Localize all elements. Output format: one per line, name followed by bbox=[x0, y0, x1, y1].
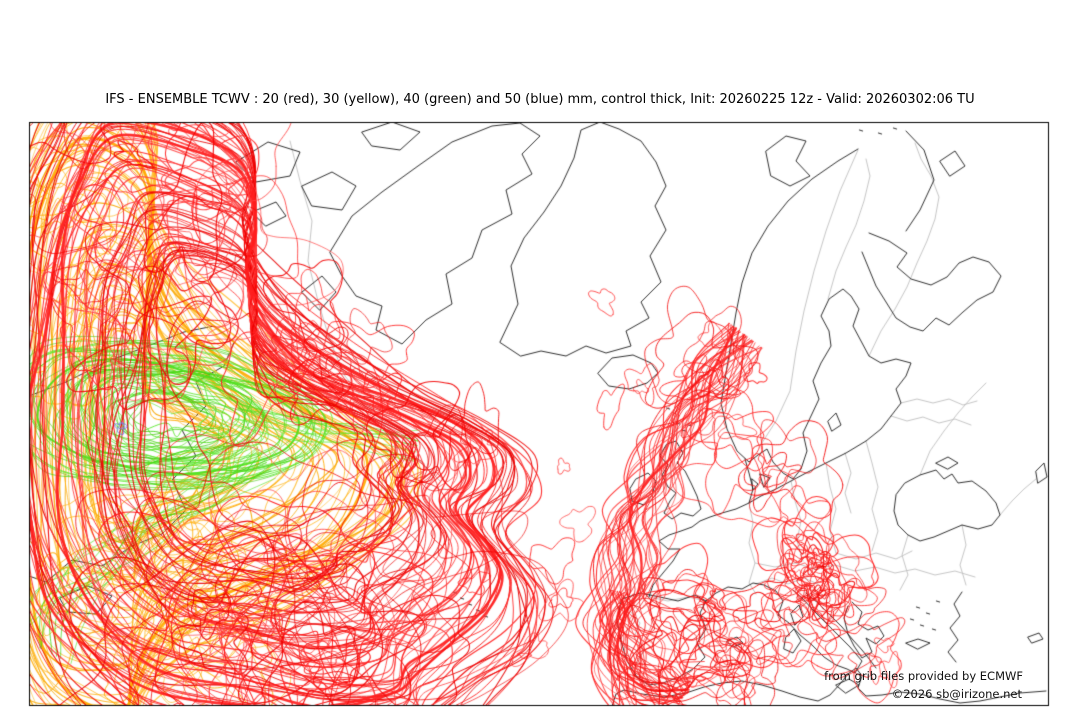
attribution-source: from grib files provided by ECMWF bbox=[824, 669, 1023, 683]
map-title: IFS - ENSEMBLE TCWV : 20 (red), 30 (yell… bbox=[105, 92, 975, 107]
attribution-copyright: ©2026 sb@irizone.net bbox=[891, 687, 1022, 701]
